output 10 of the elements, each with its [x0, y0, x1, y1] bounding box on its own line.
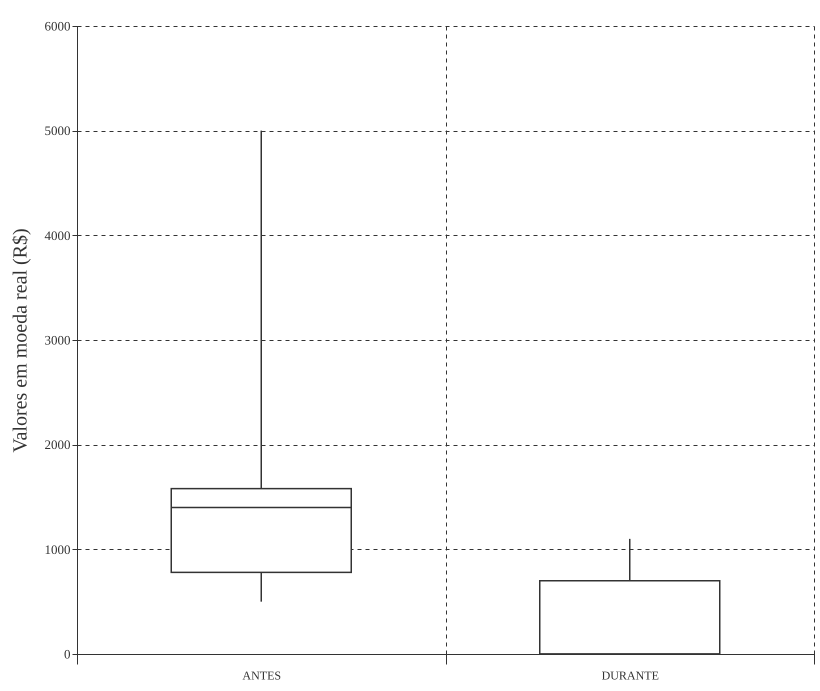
x-tick-label: DURANTE: [602, 668, 659, 682]
y-axis-title: Valores em moeda real (R$): [10, 228, 32, 453]
y-tick-label: 0: [64, 646, 70, 662]
y-tick-label: 6000: [44, 18, 70, 34]
y-tick-label: 5000: [44, 123, 70, 138]
y-tick-label: 4000: [44, 228, 70, 243]
y-tick-label: 3000: [44, 332, 70, 348]
y-tick-label: 1000: [44, 542, 70, 557]
y-tick-label: 2000: [44, 437, 70, 452]
x-tick-label: ANTES: [242, 668, 282, 682]
